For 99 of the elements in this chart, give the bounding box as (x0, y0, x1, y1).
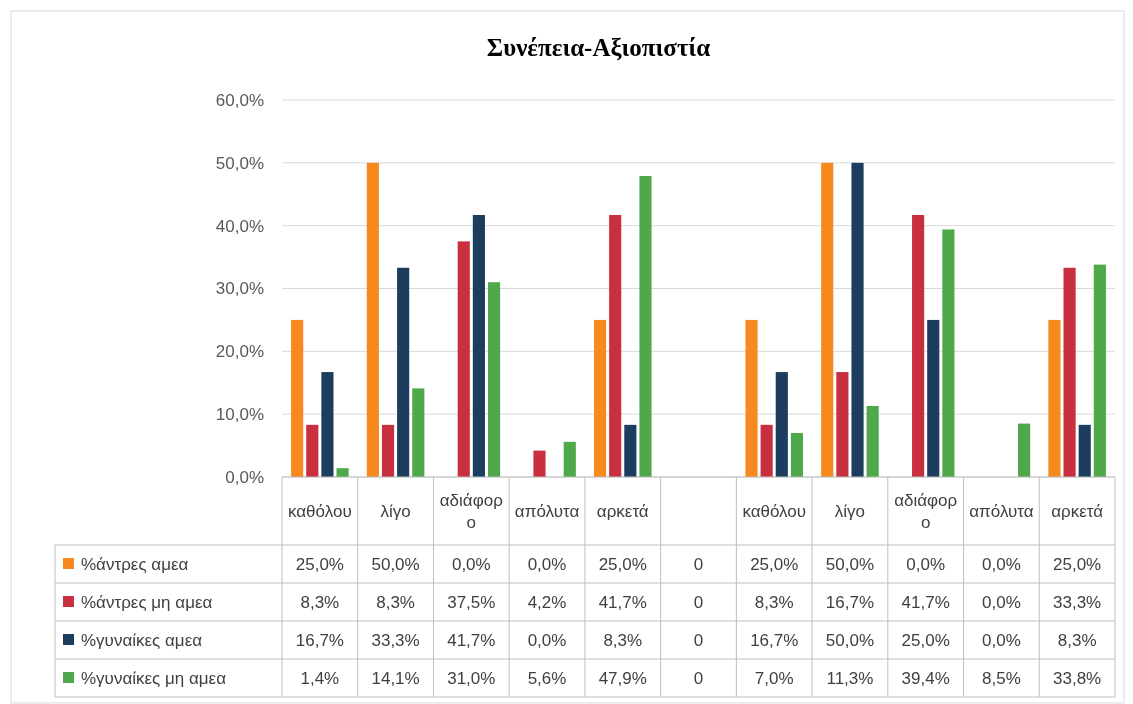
bar (760, 424, 773, 477)
x-tick-label: καθόλου (288, 501, 352, 521)
bar (1093, 264, 1106, 477)
y-tick-label: 60,0% (215, 90, 264, 110)
bar (790, 433, 804, 477)
bar (593, 319, 607, 477)
bar (942, 229, 955, 477)
data-label: 16,7% (825, 592, 875, 612)
bar (1048, 319, 1061, 477)
y-tick-label: 30,0% (215, 279, 264, 299)
data-label: 33,8% (1053, 668, 1102, 688)
data-label: 0 (693, 630, 704, 650)
data-label: 0,0% (527, 630, 567, 650)
bar (745, 319, 758, 477)
y-tick-label: 40,0% (215, 216, 264, 236)
bar (836, 372, 849, 477)
data-label: 0 (693, 668, 704, 688)
bar (821, 162, 834, 477)
data-label: 16,7% (295, 630, 344, 650)
bar (639, 176, 652, 477)
data-label: 50,0% (825, 630, 875, 650)
data-label: 41,7% (901, 592, 950, 612)
bar (366, 162, 379, 477)
bar (533, 450, 546, 477)
data-label: 0,0% (451, 554, 491, 574)
data-label: 50,0% (371, 554, 420, 574)
bar (457, 241, 470, 477)
data-label: 31,0% (447, 668, 496, 688)
bar (775, 372, 788, 477)
data-label: 8,5% (982, 668, 1021, 688)
bar (291, 319, 304, 477)
bar (381, 424, 395, 477)
bar (1063, 267, 1076, 477)
y-tick-label: 20,0% (215, 342, 264, 362)
data-label: 8,3% (300, 592, 340, 612)
x-tick-label: απόλυτα (969, 501, 1034, 521)
x-tick-label: αδιάφορο (894, 490, 958, 532)
bar (609, 214, 622, 477)
data-label: 25,0% (295, 554, 344, 574)
y-tick-label: 10,0% (215, 405, 264, 425)
y-tick-label: 50,0% (215, 153, 264, 173)
x-tick-label: αρκετά (596, 501, 649, 521)
data-label: 47,9% (598, 668, 647, 688)
x-tick-label: αδιάφορο (439, 490, 503, 532)
data-label: 8,3% (376, 592, 415, 612)
data-label: 41,7% (447, 630, 496, 650)
data-label: 8,3% (754, 592, 794, 612)
legend-label: %γυναίκες μη αμεα (81, 668, 227, 688)
bar (472, 214, 485, 477)
data-label: 25,0% (750, 554, 799, 574)
bar (321, 372, 334, 477)
data-label: 0,0% (982, 554, 1021, 574)
bar (624, 424, 637, 477)
bar (306, 424, 319, 477)
bar (336, 468, 349, 477)
data-label: 11,3% (826, 668, 874, 688)
data-label: 4,2% (527, 592, 567, 612)
bar (1018, 423, 1031, 477)
x-tick-label: λίγο (834, 501, 866, 521)
data-label: 41,7% (598, 592, 647, 612)
data-label: 0,0% (982, 630, 1021, 650)
bar (927, 319, 940, 477)
data-label: 37,5% (447, 592, 496, 612)
data-label: 25,0% (598, 554, 647, 574)
data-label: 16,7% (750, 630, 799, 650)
data-label: 0,0% (982, 592, 1021, 612)
x-tick-label: λίγο (380, 501, 411, 521)
data-label: 5,6% (527, 668, 567, 688)
data-label: 14,1% (371, 668, 420, 688)
data-label: 50,0% (825, 554, 875, 574)
bar (412, 388, 425, 477)
x-tick-label: αρκετά (1051, 501, 1104, 521)
data-label: 33,3% (371, 630, 420, 650)
data-label: 8,3% (603, 630, 643, 650)
bar (1078, 424, 1091, 477)
legend-label: %άντρες αμεα (81, 554, 189, 574)
data-label: 0 (693, 554, 704, 574)
x-tick-label: καθόλου (742, 501, 807, 521)
bar (912, 214, 925, 477)
data-label: 0,0% (527, 554, 567, 574)
data-label: 25,0% (1053, 554, 1102, 574)
legend-label: %γυναίκες αμεα (81, 630, 203, 650)
data-label: 7,0% (754, 668, 794, 688)
x-tick-label: απόλυτα (514, 501, 580, 521)
bar (487, 282, 501, 477)
y-tick-label: 0,0% (225, 467, 264, 487)
data-label: 39,4% (901, 668, 950, 688)
bar (851, 162, 864, 477)
bar (397, 267, 410, 477)
data-label: 0,0% (906, 554, 946, 574)
bar (866, 406, 879, 477)
data-label: 33,3% (1053, 592, 1102, 612)
chart-title: Συνέπεια-Αξιοπιστία (486, 34, 711, 61)
bar (563, 441, 576, 477)
legend-label: %άντρες μη αμεα (81, 592, 213, 612)
data-label: 0 (693, 592, 704, 612)
data-label: 8,3% (1057, 630, 1097, 650)
data-label: 1,4% (300, 668, 340, 688)
data-label: 25,0% (901, 630, 950, 650)
